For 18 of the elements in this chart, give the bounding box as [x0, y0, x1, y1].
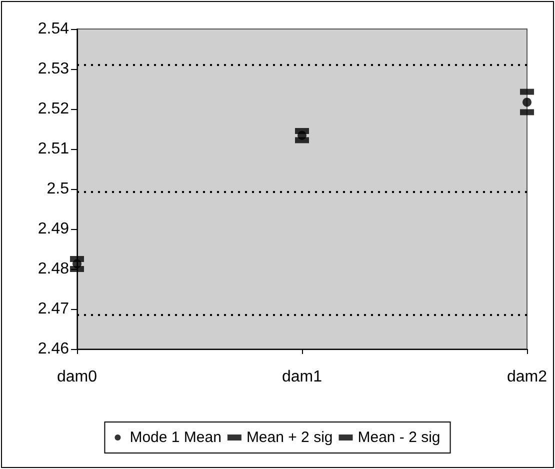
- x-tick-label: dam1: [282, 368, 322, 386]
- y-tick-label: 2.5: [46, 180, 70, 198]
- point: [522, 98, 532, 107]
- legend-label: Mode 1 Mean: [130, 429, 222, 446]
- y-tick-label: 2.49: [38, 220, 70, 238]
- y-tick-label: 2.51: [38, 140, 70, 158]
- x-tick-label: dam2: [506, 368, 548, 386]
- y-tick-label: 2.48: [38, 260, 70, 278]
- legend-label: Mean + 2 sig: [246, 429, 333, 446]
- y-tick-label: 2.47: [38, 300, 70, 318]
- x-tick-label: dam0: [56, 368, 98, 386]
- y-tick-label: 2.53: [38, 60, 70, 78]
- y-tick-label: 2.54: [38, 20, 70, 38]
- y-tick-label: 2.52: [38, 100, 70, 118]
- point: [72, 259, 82, 268]
- y-tick-label: 2.46: [38, 340, 70, 358]
- legend-label: Mean - 2 sig: [358, 429, 440, 446]
- point: [298, 130, 306, 140]
